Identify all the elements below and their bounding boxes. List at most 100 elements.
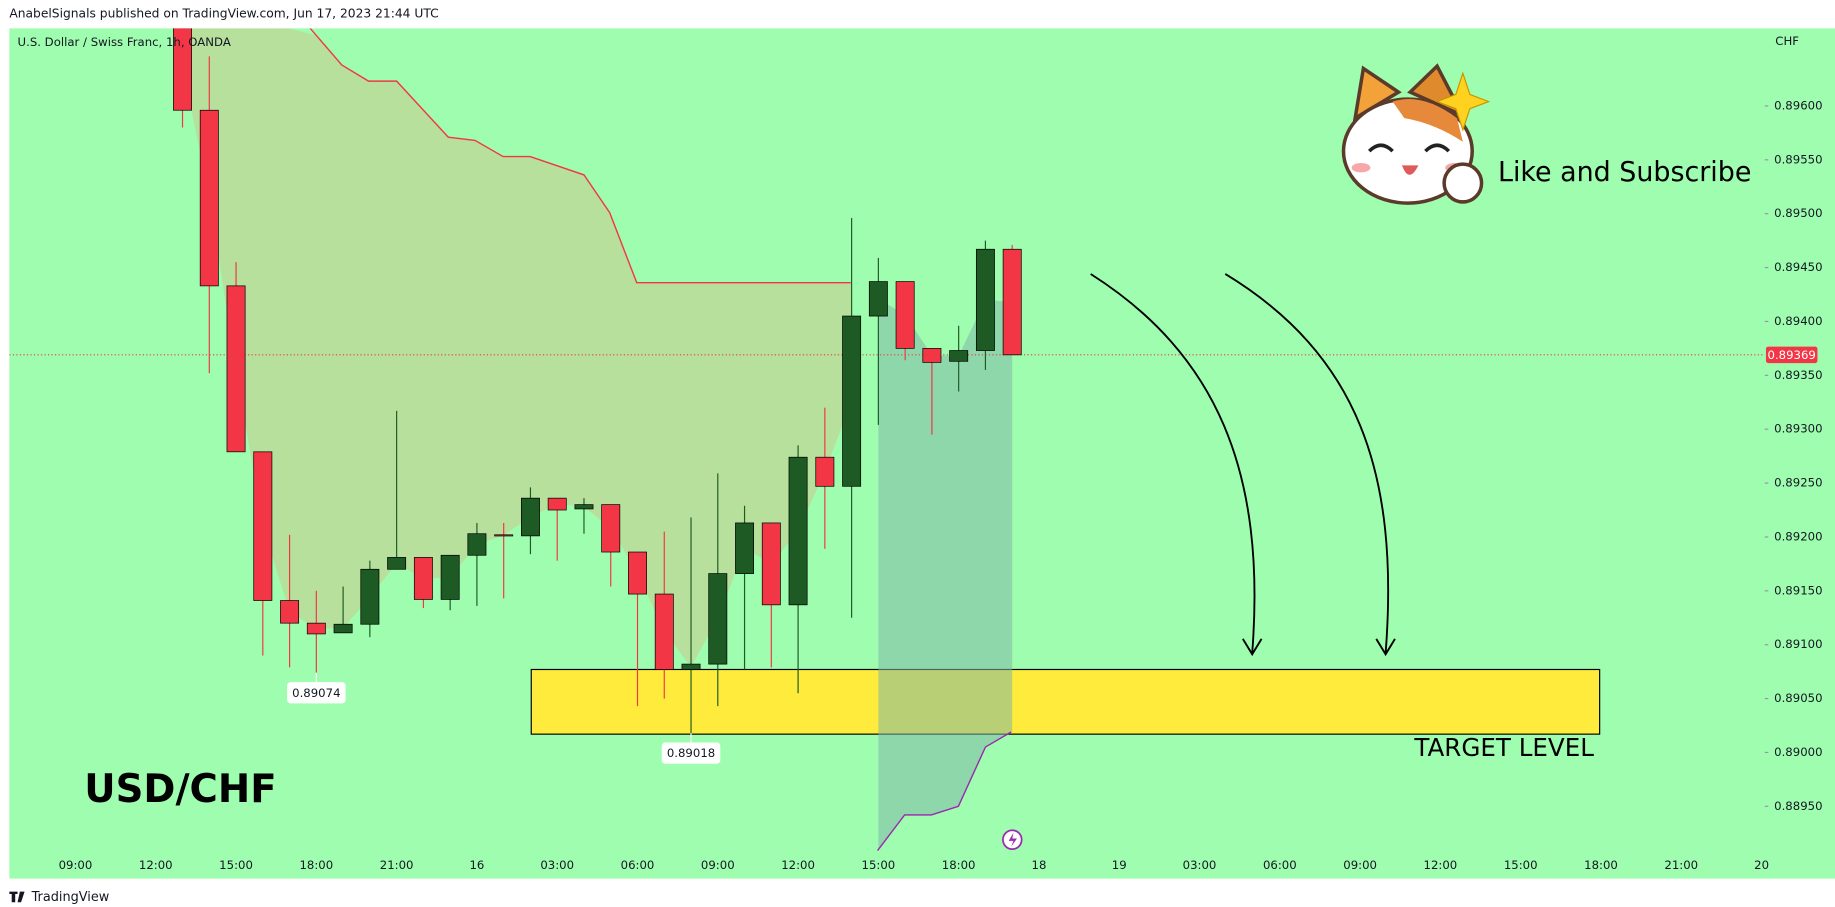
candle-body [868,281,888,317]
trend-fill [182,28,852,667]
y-tick-label: 0.89400 [1774,314,1822,328]
candle-body [280,600,300,624]
last-price-box [1765,346,1818,364]
arrow-head [1242,638,1263,657]
candle-body [520,497,540,537]
y-tick-label: 0.89250 [1774,476,1822,490]
candle-body [949,350,969,362]
currency-label: CHF [1775,34,1799,48]
y-tick-label: 0.89450 [1774,260,1822,274]
x-tick-label: 20 [1754,858,1769,872]
last-price-label: 0.89369 [1768,348,1816,362]
y-tick-label: 0.89150 [1774,583,1822,597]
candle-body [1002,248,1022,356]
y-tick-label: 0.89100 [1774,637,1822,651]
arrow [1224,273,1390,654]
header-text: AnabelSignals published on TradingView.c… [9,7,438,21]
y-tick-label: 0.88950 [1774,799,1822,813]
y-tick-label: 0.89550 [1774,152,1822,166]
logo [9,891,25,903]
x-tick-label: 03:00 [1183,858,1217,872]
target-zone [530,668,1601,735]
candle-body [681,663,701,670]
y-tick-label: 0.89200 [1774,529,1822,543]
cat-paw [1442,162,1484,204]
low-label: 0.89018 [667,746,715,760]
cat-sticker [1341,63,1491,205]
y-tick-label: 0.89000 [1774,745,1822,759]
sparkle [1435,71,1491,132]
candle-body [788,456,808,606]
cat-eye [1424,143,1451,153]
candle-body [494,534,514,537]
x-tick-label: 03:00 [540,858,574,872]
trend-line [309,28,851,284]
trend-line [877,731,1012,851]
callout-box [661,742,721,764]
low-callout: 0.89074 [287,672,346,704]
x-tick-label: 18 [1032,858,1047,872]
low-label: 0.89074 [292,686,340,700]
candle-body [547,497,567,511]
arrows [1090,273,1396,657]
y-tick-label: 0.89600 [1774,98,1822,112]
last-price-marker: 0.89369 [1765,346,1818,364]
x-tick-label: 15:00 [862,858,896,872]
x-tick-label: 21:00 [380,858,414,872]
y-tick-label: 0.89350 [1774,368,1822,382]
y-tick-label: 0.89500 [1774,206,1822,220]
y-tick-label: 0.89300 [1774,422,1822,436]
cat-cheek [1351,162,1371,173]
cat-mouth [1401,165,1419,175]
plot-area [9,28,1765,851]
x-tick-label: 15:00 [219,858,253,872]
candle-body [895,281,915,349]
low-callout: 0.89018 [661,733,721,764]
candle-body [654,593,674,670]
candle-body [601,504,621,553]
candle-body [226,285,246,453]
x-tick-label: 06:00 [621,858,655,872]
candle-body [306,622,326,635]
candle-body [842,315,862,487]
cat-patch [1392,99,1463,142]
symbol-title: U.S. Dollar / Swiss Franc, 1h, OANDA [18,35,231,49]
candle-body [628,551,647,595]
candle-body [440,554,460,600]
candle-body [387,557,407,570]
candle-body [815,456,835,487]
x-tick-label: 19 [1112,858,1127,872]
y-tick-label: 0.89050 [1774,691,1822,705]
candle-body [173,28,192,111]
x-tick-label: 18:00 [1584,858,1618,872]
x-tick-label: 09:00 [701,858,735,872]
arrow [1090,273,1256,654]
x-tick-label: 18:00 [942,858,976,872]
target-label: TARGET LEVEL [1413,733,1594,762]
x-tick-label: 09:00 [1343,858,1377,872]
candle-body [761,522,781,606]
cat-eye [1367,143,1394,153]
x-tick-label: 09:00 [59,858,93,872]
candle-body [922,348,942,363]
candle-body [360,568,380,625]
promo-text: Like and Subscribe [1498,157,1751,188]
arrow-head [1375,638,1396,657]
footer-text: TradingView [31,890,110,905]
trend-fill [878,298,1013,850]
callout-box [287,682,346,704]
symbol-label: USD/CHF [84,767,276,812]
candle-body [199,109,219,287]
candle-body [735,522,755,574]
candle-body [333,623,353,634]
event-icon-bolt [1008,832,1017,847]
candle-body [413,557,433,600]
x-tick-label: 15:00 [1504,858,1538,872]
x-tick-label: 06:00 [1263,858,1297,872]
x-tick-label: 12:00 [139,858,173,872]
x-tick-label: 21:00 [1664,858,1698,872]
candle-body [975,248,995,351]
candle-body [574,504,594,510]
